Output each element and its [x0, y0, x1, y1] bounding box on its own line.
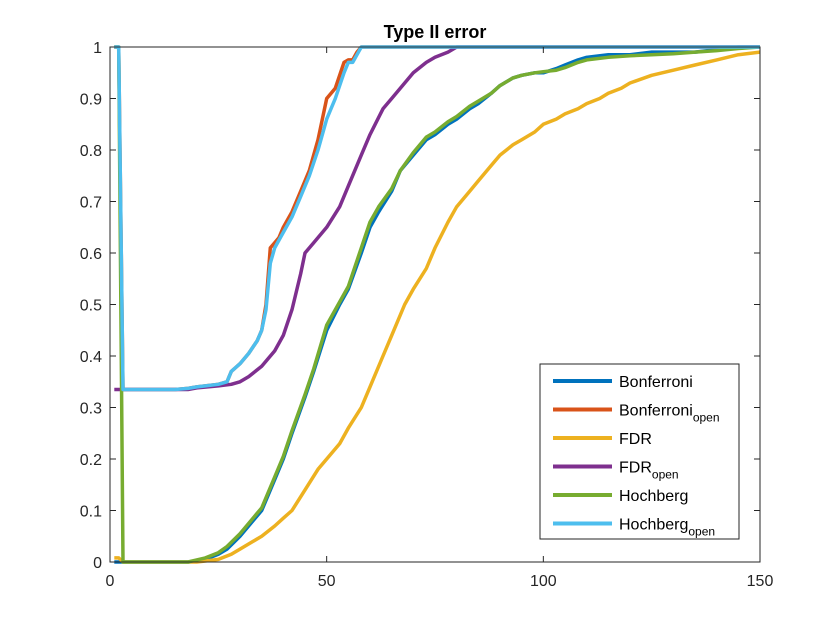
series-layer — [114, 45, 760, 564]
ticks-layer: 0 50 100 150 0 0.1 0.2 0.3 0.4 0.5 0.6 0.7 0.8 0.9 1 — [80, 40, 774, 590]
y-tick-label: 0.6 — [80, 246, 102, 263]
y-tick-label: 0.7 — [80, 195, 102, 212]
legend-name: FDR — [619, 460, 652, 477]
legend-label-bonferroni: Bonferroni — [619, 374, 693, 391]
legend-box — [539, 363, 740, 540]
legend-name-subscript: open — [693, 411, 720, 425]
legend-label-hochberg-open: Hochbergopen — [619, 517, 715, 539]
x-tick-label: 100 — [530, 573, 557, 590]
series-line-hochberg-open — [114, 45, 760, 392]
legend-label-fdr: FDR — [619, 431, 652, 448]
legend-name: FDR — [619, 431, 652, 448]
x-tick-label: 0 — [106, 573, 115, 590]
legend-name-subscript: open — [688, 525, 715, 539]
legend: BonferroniBonferroniopenFDRFDRopenHochbe… — [539, 363, 740, 540]
legend-name: Hochberg — [619, 488, 688, 505]
y-tick-label: 0.8 — [80, 143, 102, 160]
legend-name: Bonferroni — [619, 403, 693, 420]
series-line-hochberg — [114, 45, 760, 564]
legend-name: Bonferroni — [619, 374, 693, 391]
legend-name-subscript: open — [652, 468, 679, 482]
legend-label-hochberg: Hochberg — [619, 488, 688, 505]
x-tick-label: 150 — [747, 573, 774, 590]
y-tick-label: 0.9 — [80, 92, 102, 109]
y-tick-label: 0.1 — [80, 504, 102, 521]
series-line-bonferroni-open — [114, 45, 760, 392]
series-line-fdr — [114, 50, 760, 564]
chart-title: Type II error — [384, 22, 487, 42]
y-tick-label: 0.2 — [80, 452, 102, 469]
y-tick-label: 0.3 — [80, 401, 102, 418]
legend-label-fdr-open: FDRopen — [619, 460, 679, 482]
plot-area: 0 50 100 150 0 0.1 0.2 0.3 0.4 0.5 0.6 0.7 0.8 0.9 1 — [80, 40, 774, 590]
legend-label-bonferroni-open: Bonferroniopen — [619, 403, 720, 425]
x-tick-label: 50 — [318, 573, 336, 590]
y-tick-label: 0 — [93, 555, 102, 572]
series-line-fdr-open — [114, 45, 760, 392]
y-tick-label: 0.4 — [80, 349, 102, 366]
legend-name: Hochberg — [619, 517, 688, 534]
y-tick-label: 1 — [93, 40, 102, 57]
y-tick-label: 0.5 — [80, 298, 102, 315]
